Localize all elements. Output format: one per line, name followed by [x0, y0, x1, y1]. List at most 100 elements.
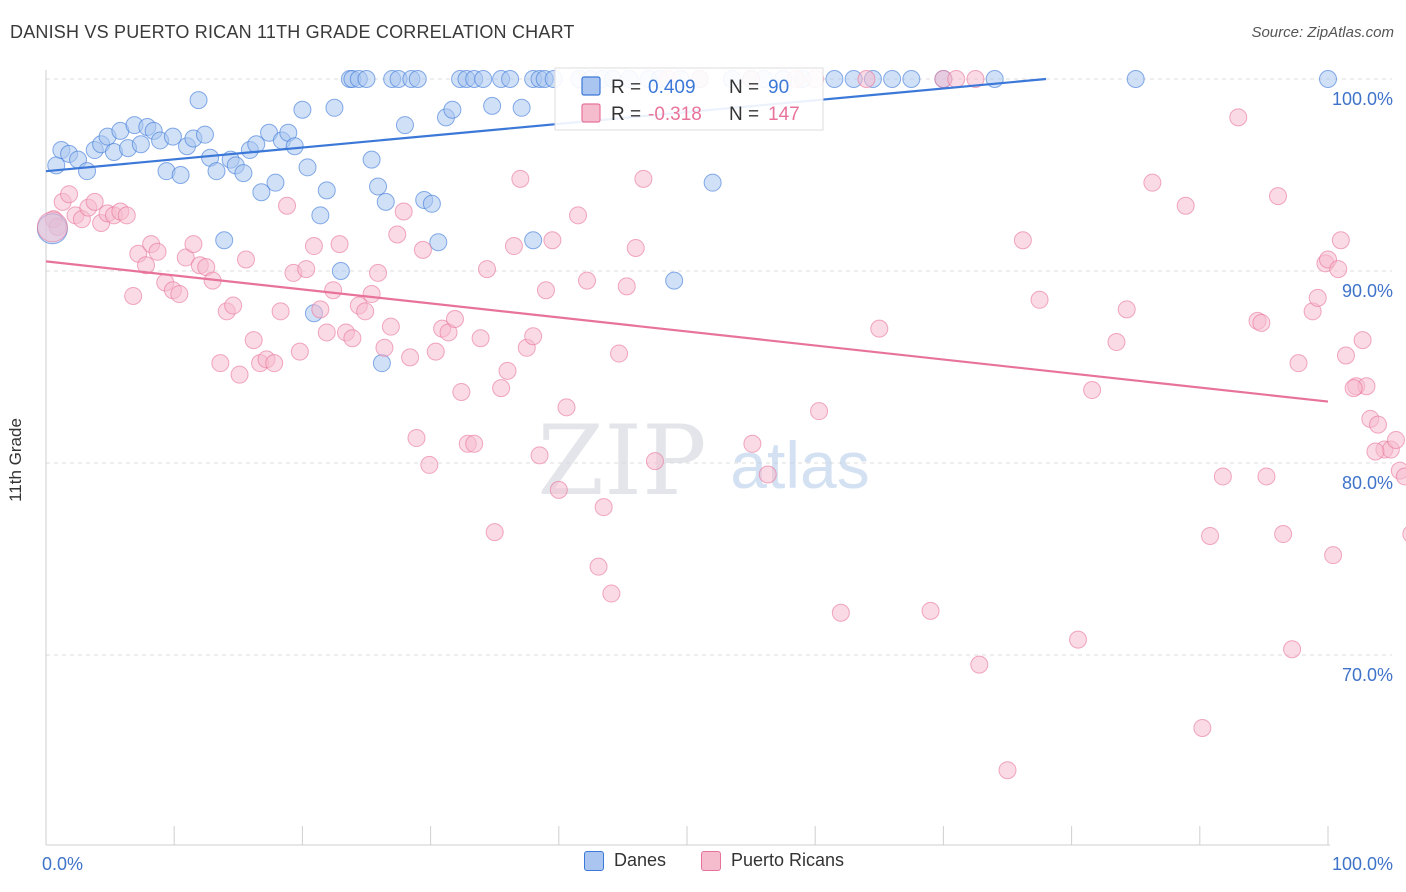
point-puerto-ricans [1344, 379, 1363, 398]
stats-r-value: -0.318 [648, 104, 702, 125]
point-danes [311, 206, 330, 225]
point-danes [443, 100, 462, 119]
point-puerto-ricans [388, 225, 407, 244]
point-puerto-ricans [1143, 173, 1162, 192]
point-danes [252, 183, 271, 202]
point-puerto-ricans [343, 329, 362, 348]
legend-item-danes[interactable]: Danes [584, 850, 666, 871]
point-puerto-ricans [420, 455, 439, 474]
point-danes [131, 135, 150, 154]
point-puerto-ricans [970, 655, 989, 674]
puerto-ricans-swatch [701, 850, 721, 871]
point-danes [501, 70, 520, 88]
point-puerto-ricans [290, 342, 309, 361]
point-puerto-ricans [1013, 231, 1032, 250]
point-puerto-ricans [511, 169, 530, 188]
point-puerto-ricans [304, 237, 323, 256]
point-puerto-ricans [1069, 630, 1088, 649]
point-danes [171, 166, 190, 184]
point-puerto-ricans [244, 331, 263, 350]
point-puerto-ricans [589, 557, 608, 576]
point-puerto-ricans [743, 434, 762, 453]
point-danes [883, 70, 902, 88]
point-puerto-ricans [1030, 290, 1049, 309]
point-puerto-ricans [211, 354, 230, 373]
chart-title: DANISH VS PUERTO RICAN 11TH GRADE CORREL… [10, 22, 575, 42]
point-danes [234, 164, 253, 183]
point-danes [376, 192, 395, 211]
point-puerto-ricans [1353, 331, 1372, 350]
point-puerto-ricans [394, 202, 413, 221]
point-danes [512, 98, 531, 117]
point-puerto-ricans [356, 302, 375, 321]
point-puerto-ricans [1386, 430, 1405, 449]
legend-puerto-ricans-label: Puerto Ricans [731, 850, 845, 870]
point-puerto-ricans [1336, 346, 1355, 365]
point-puerto-ricans [311, 300, 330, 319]
point-danes [429, 233, 448, 252]
point-puerto-ricans [1252, 313, 1271, 332]
point-danes [317, 181, 336, 200]
point-danes [266, 173, 285, 192]
point-danes [474, 70, 493, 88]
point-puerto-ricans [921, 601, 940, 620]
point-puerto-ricans [498, 361, 517, 380]
point-puerto-ricans [1213, 467, 1232, 486]
stats-r-label: R = [611, 104, 641, 125]
stats-n-label: N = [729, 104, 759, 125]
point-puerto-ricans [230, 365, 249, 384]
point-puerto-ricans [1289, 354, 1308, 373]
point-puerto-ricans [452, 382, 471, 401]
stats-n-value: 147 [768, 104, 800, 125]
point-puerto-ricans [369, 263, 388, 282]
point-danes [372, 354, 391, 373]
y-tick-label: 70.0% [1342, 665, 1393, 685]
point-puerto-ricans [60, 185, 79, 204]
point-danes [1319, 70, 1337, 88]
point-puerto-ricans [170, 285, 189, 304]
point-puerto-ricans [124, 286, 143, 305]
legend-item-puerto-ricans[interactable]: Puerto Ricans [701, 850, 844, 871]
point-puerto-ricans [1368, 415, 1387, 434]
point-puerto-ricans [1331, 231, 1350, 250]
point-puerto-ricans [645, 452, 664, 471]
x-tick-label: 0.0% [42, 854, 83, 874]
point-puerto-ricans [810, 402, 829, 421]
point-puerto-ricans [758, 465, 777, 484]
watermark: ZIP atlas [537, 405, 869, 517]
point-puerto-ricans [465, 434, 484, 453]
point-puerto-ricans [375, 338, 394, 357]
point-puerto-ricans [530, 446, 549, 465]
point-puerto-ricans [265, 354, 284, 373]
point-puerto-ricans [407, 429, 426, 448]
point-puerto-ricans [543, 231, 562, 250]
point-puerto-ricans [1308, 288, 1327, 307]
point-danes [408, 70, 427, 88]
source-label: Source: ZipAtlas.com [1251, 24, 1394, 41]
point-puerto-ricans [278, 196, 297, 215]
point-puerto-ricans [1402, 526, 1406, 542]
point-danes [395, 116, 414, 135]
point-puerto-ricans [857, 70, 876, 88]
point-puerto-ricans [634, 169, 653, 188]
point-danes [902, 70, 921, 88]
point-puerto-ricans [1117, 300, 1136, 319]
trend-lines [45, 77, 1329, 403]
point-puerto-ricans [504, 237, 523, 256]
point-danes [285, 137, 304, 156]
point-puerto-ricans [136, 256, 155, 275]
point-danes [369, 177, 388, 196]
y-tick-label: 90.0% [1342, 281, 1393, 301]
point-puerto-ricans [578, 271, 597, 290]
point-danes [1126, 70, 1145, 88]
point-puerto-ricans [148, 242, 167, 261]
axes: 70.0% 80.0% 90.0% 100.0% 0.0% 100.0% [42, 70, 1393, 874]
point-danes [195, 125, 214, 144]
point-puerto-ricans [271, 302, 290, 321]
point-puerto-ricans [324, 281, 343, 300]
point-puerto-ricans [1395, 467, 1406, 486]
point-danes [524, 231, 543, 250]
point-puerto-ricans [85, 192, 104, 211]
point-danes [215, 231, 234, 250]
